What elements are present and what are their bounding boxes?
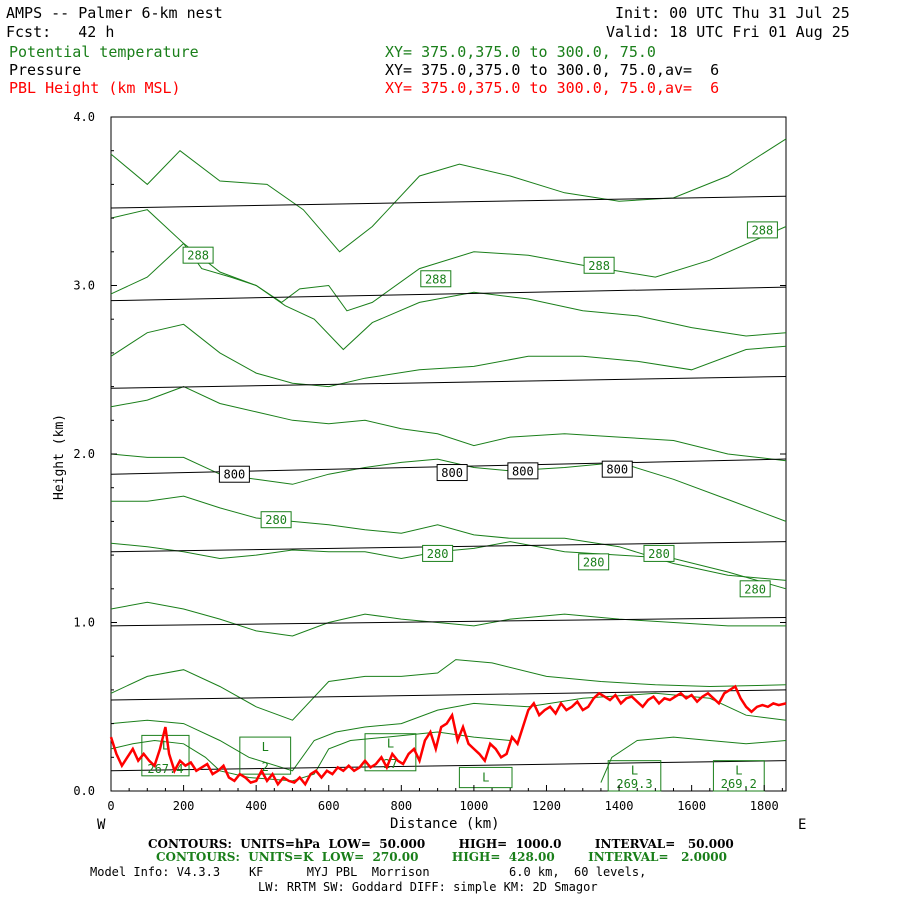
x-tick-label: 600 xyxy=(318,799,340,813)
y-tick-label: 1.0 xyxy=(73,616,95,630)
pressure-contour-line xyxy=(110,616,787,627)
x-tick-label: 1000 xyxy=(459,799,488,813)
field-name-pressure: Pressure xyxy=(9,61,82,79)
field-xy-pbl: XY= 375.0,375.0 to 300.0, 75.0,av= 6 xyxy=(385,79,720,97)
theta-contour-line xyxy=(600,736,787,783)
pbl-height-line xyxy=(109,684,787,787)
theta-contour-label: 288 xyxy=(425,272,447,286)
y-tick-label: 2.0 xyxy=(73,447,95,461)
theta-label-box xyxy=(739,580,771,598)
pressure-contour-label: 800 xyxy=(606,463,628,477)
theta-label-box xyxy=(420,270,452,288)
theta-contour-line xyxy=(110,541,787,590)
plot-frame xyxy=(110,116,787,792)
low-marker-box xyxy=(607,760,662,792)
low-marker-value: 2 xyxy=(262,760,269,774)
x-tick-label: 1800 xyxy=(750,799,779,813)
x-axis-label: Distance (km) xyxy=(390,816,500,832)
pressure-contour-line xyxy=(110,375,787,389)
pressure-contour-line xyxy=(110,689,787,701)
y-tick-label: 4.0 xyxy=(73,110,95,124)
low-marker-label: L xyxy=(735,764,742,778)
pbl-height-series xyxy=(109,684,787,787)
app-title: AMPS -- Palmer 6-km nest xyxy=(6,4,223,22)
y-axis-label: Height (km) xyxy=(52,413,67,500)
pressure-label-box xyxy=(436,464,468,482)
low-marker-box xyxy=(239,736,292,775)
pressure-contour-line xyxy=(110,195,787,209)
footer-pressure-contours: CONTOURS: UNITS=hPa LOW= 50.000 HIGH= 10… xyxy=(148,837,734,851)
forecast-hour: Fcst: 42 h xyxy=(6,23,115,41)
low-marker-box xyxy=(712,760,765,792)
x-tick-label: 0 xyxy=(107,799,114,813)
y-tick-label: 3.0 xyxy=(73,279,95,293)
theta-contour-line xyxy=(111,495,787,581)
theta-label-box xyxy=(643,544,675,562)
x-tick-label: 1200 xyxy=(532,799,561,813)
pressure-contour-line xyxy=(110,760,787,772)
theta-contour-line xyxy=(110,692,787,772)
pressure-label-box xyxy=(507,462,539,480)
x-tick-label: 200 xyxy=(173,799,195,813)
east-label: E xyxy=(798,817,807,833)
west-label: W xyxy=(97,817,106,833)
pressure-contour-label: 800 xyxy=(441,466,463,480)
low-marker-value: 269.3 xyxy=(616,777,652,791)
low-marker-label: L xyxy=(631,764,638,778)
low-marker-label: L xyxy=(262,740,269,754)
pressure-contour-line xyxy=(110,286,787,302)
x-tick-label: 1600 xyxy=(677,799,706,813)
low-marker-label: L xyxy=(162,738,169,752)
theta-contour-line xyxy=(110,386,787,462)
theta-contour-label: 288 xyxy=(187,249,209,263)
theta-contour-label: 280 xyxy=(427,547,449,561)
field-name-pbl: PBL Height (km MSL) xyxy=(9,79,181,97)
axes: 0 200 400 600 800 1000 1200 1400 1600 1800 0.0 1.0 2… xyxy=(73,110,786,813)
low-marker-label: L xyxy=(482,770,489,784)
pressure-contour-label: 800 xyxy=(224,468,246,482)
theta-contour-label: 280 xyxy=(648,547,670,561)
footer-theta-contours: CONTOURS: UNITS=K LOW= 270.00 HIGH= 428.… xyxy=(156,850,727,864)
valid-time: Valid: 18 UTC Fri 01 Aug 25 xyxy=(606,23,850,41)
theta-contour-label: 280 xyxy=(265,513,287,527)
pressure-label-box xyxy=(218,465,250,483)
theta-contour-label: 288 xyxy=(588,259,610,273)
theta-contours xyxy=(110,138,787,783)
field-xy-pressure: XY= 375.0,375.0 to 300.0, 75.0,av= 6 xyxy=(385,61,720,79)
theta-label-box xyxy=(260,511,292,529)
theta-label-box xyxy=(578,553,610,571)
footer-physics: LW: RRTM SW: Goddard DIFF: simple KM: 2D… xyxy=(258,880,598,894)
x-tick-label: 400 xyxy=(245,799,267,813)
field-name-theta: Potential temperature xyxy=(9,43,199,61)
pressure-label-box xyxy=(601,460,633,478)
theta-contour-line xyxy=(110,138,787,253)
theta-contour-label: 280 xyxy=(744,582,766,596)
pressure-contour-label: 800 xyxy=(512,464,534,478)
footer-model-info: Model Info: V4.3.3 KF MYJ PBL Morrison 6… xyxy=(90,865,647,879)
init-time: Init: 00 UTC Thu 31 Jul 25 xyxy=(615,4,850,22)
contour-labels: 288 288 288 288 280 280 280 280 280 800 800 800 800 xyxy=(182,221,778,598)
x-tick-label: 1400 xyxy=(605,799,634,813)
theta-contour-label: 280 xyxy=(583,555,605,569)
y-tick-label: 0.0 xyxy=(73,784,95,798)
theta-label-box xyxy=(746,221,778,239)
low-marker-value: 269.2 xyxy=(721,777,757,791)
field-xy-theta: XY= 375.0,375.0 to 300.0, 75.0 xyxy=(385,43,656,61)
x-tick-label: 800 xyxy=(390,799,412,813)
theta-contour-line xyxy=(110,601,786,637)
theta-contour-line xyxy=(110,323,787,388)
low-marker-label: L xyxy=(387,737,394,751)
theta-label-box xyxy=(182,246,214,264)
theta-contour-line xyxy=(110,659,787,721)
theta-contour-line xyxy=(110,453,787,522)
theta-label-box xyxy=(583,256,615,274)
theta-label-box xyxy=(422,544,454,562)
theta-contour-label: 288 xyxy=(752,223,774,237)
low-marker-box xyxy=(458,766,513,789)
